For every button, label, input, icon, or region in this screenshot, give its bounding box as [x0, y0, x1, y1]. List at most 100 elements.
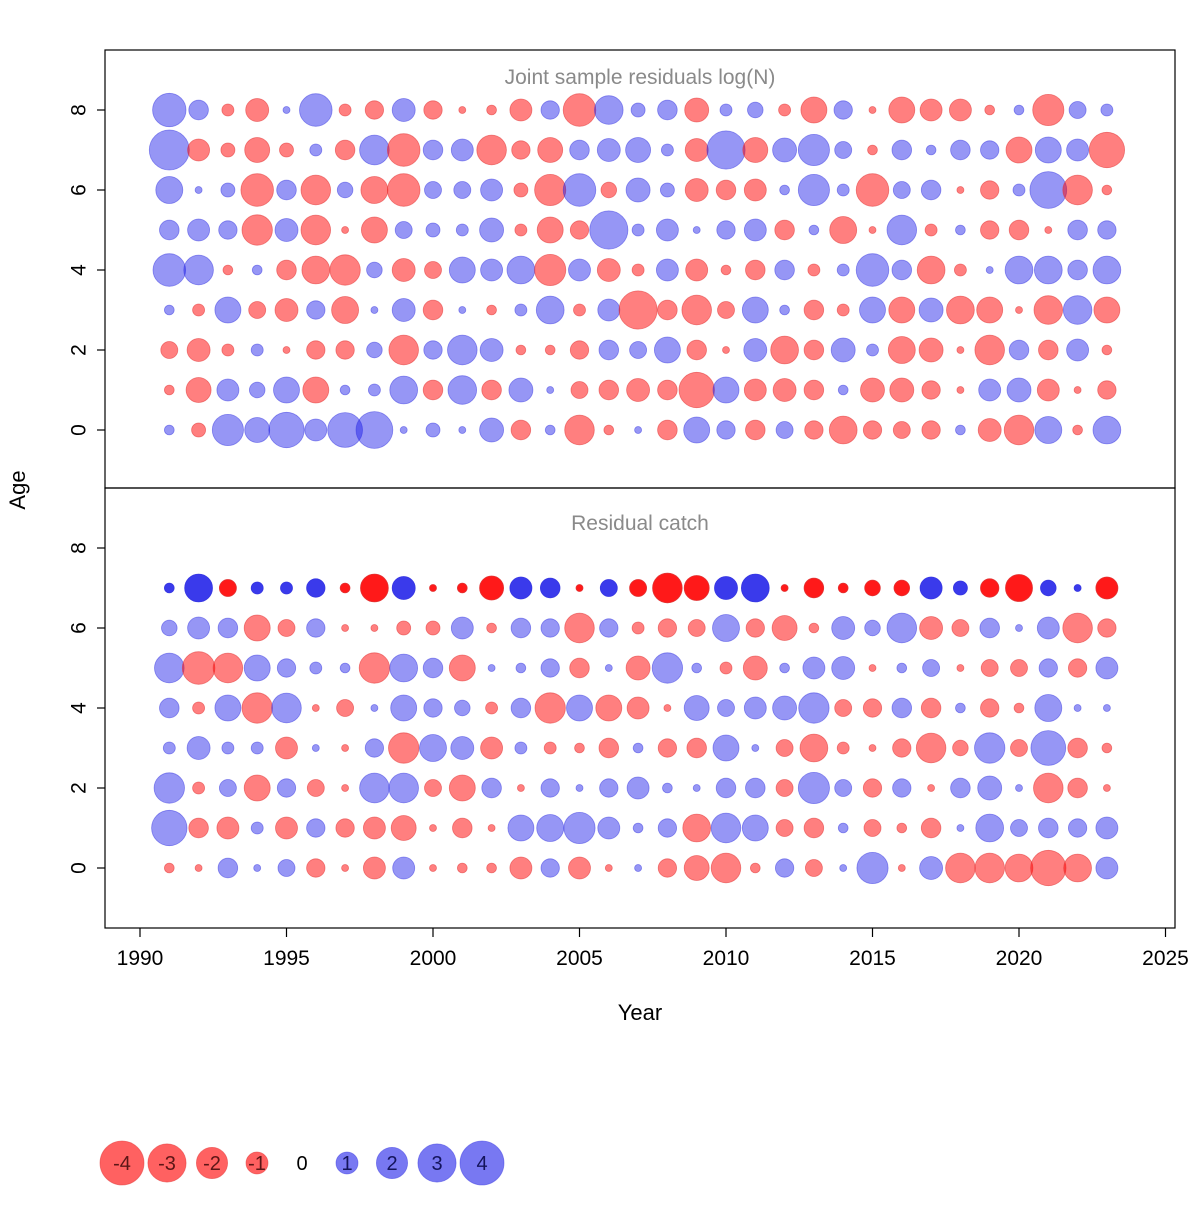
residual-bubble: [212, 652, 244, 684]
residual-bubble: [856, 852, 889, 885]
residual-bubble: [797, 133, 830, 166]
residual-bubble: [360, 573, 389, 603]
residual-bubble: [745, 259, 766, 281]
residual-bubble: [186, 736, 211, 760]
residual-bubble: [511, 140, 531, 160]
residual-bubble: [391, 576, 416, 600]
residual-bubble: [831, 616, 856, 640]
residual-bubble: [920, 817, 942, 839]
residual-bubble: [743, 378, 767, 402]
residual-bubble: [868, 106, 877, 114]
residual-bubble: [355, 411, 394, 449]
residual-bubble: [1103, 704, 1111, 712]
residual-bubble: [774, 219, 795, 241]
residual-bubble: [164, 384, 175, 396]
residual-bubble: [479, 417, 505, 443]
residual-bubble: [540, 658, 560, 678]
residual-bubble: [448, 256, 476, 284]
residual-bubble: [188, 99, 209, 121]
residual-bubble: [626, 696, 650, 720]
residual-bubble: [280, 581, 293, 595]
residual-bubble: [595, 694, 623, 722]
residual-bubble: [301, 255, 331, 285]
residual-bubble: [596, 258, 621, 282]
residual-bubble: [481, 379, 502, 401]
legend-value-label: 3: [431, 1153, 442, 1175]
residual-bubble: [1093, 296, 1121, 324]
residual-bubble: [458, 426, 467, 434]
residual-bubble: [631, 263, 645, 277]
residual-bubble: [1015, 784, 1023, 792]
residual-bubble: [1088, 131, 1126, 169]
residual-bubble: [535, 295, 565, 325]
residual-bubble: [626, 776, 650, 800]
residual-bubble: [720, 264, 732, 276]
residual-bubble: [919, 856, 943, 880]
residual-bubble: [1097, 220, 1117, 240]
residual-bubble: [598, 737, 620, 759]
residual-bubble: [1003, 414, 1035, 446]
residual-bubble: [268, 411, 305, 449]
residual-bubble: [594, 95, 624, 125]
residual-bubble: [955, 224, 966, 236]
residual-bubble: [220, 142, 236, 158]
residual-bubble: [575, 784, 584, 792]
residual-bubble: [186, 338, 211, 362]
residual-bubble: [775, 421, 794, 439]
residual-bubble: [1034, 694, 1063, 722]
residual-bubble: [391, 298, 416, 322]
residual-bubble: [886, 214, 918, 246]
residual-bubble: [866, 343, 879, 357]
residual-bubble: [447, 334, 478, 366]
residual-bubble: [510, 419, 532, 441]
residual-bubble: [566, 694, 593, 722]
residual-bubble: [339, 384, 351, 396]
residual-bubble: [1092, 415, 1122, 445]
residual-bubble: [980, 140, 1000, 160]
residual-bubble: [1004, 255, 1034, 285]
legend-value-label: -2: [203, 1153, 221, 1175]
residual-bubble: [486, 622, 497, 634]
residual-bubble: [276, 179, 297, 201]
residual-bubble: [277, 859, 296, 877]
residual-bubble: [918, 337, 944, 363]
residual-bubble: [808, 224, 820, 236]
residual-bubble: [569, 139, 590, 161]
residual-bubble: [564, 612, 595, 644]
residual-bubble: [741, 814, 769, 842]
residual-bubble: [366, 341, 383, 359]
residual-bubble: [896, 822, 908, 834]
residual-bubble: [568, 258, 591, 282]
residual-bubble: [245, 98, 270, 122]
residual-bubble: [686, 339, 707, 361]
residual-bubble: [487, 664, 496, 672]
residual-bubble: [164, 582, 175, 594]
residual-bubble: [954, 263, 967, 277]
residual-bubble: [1015, 624, 1023, 632]
residual-bubble: [775, 739, 794, 757]
residual-bubble: [339, 582, 351, 594]
residual-bubble: [920, 179, 942, 201]
residual-bubble: [1008, 339, 1030, 361]
residual-bubble: [632, 742, 644, 754]
residual-bubble: [506, 255, 536, 285]
residual-bubble: [306, 779, 325, 797]
residual-bubble: [719, 661, 733, 675]
residual-bubble: [514, 303, 528, 317]
residual-bubble: [745, 618, 765, 638]
residual-bubble: [360, 176, 389, 204]
x-tick-label: 2010: [703, 947, 750, 970]
residual-bubble: [387, 133, 421, 167]
residual-bubble: [479, 217, 505, 243]
residual-bubble: [222, 264, 234, 276]
residual-bubble: [370, 306, 379, 314]
residual-bubble: [424, 261, 442, 279]
residual-bubble: [309, 143, 323, 157]
residual-bubble: [194, 864, 203, 872]
residual-bubble: [1034, 416, 1063, 444]
x-tick-label: 2025: [1142, 947, 1189, 970]
residual-bubble: [568, 856, 591, 880]
residual-bubble: [662, 782, 673, 794]
residual-bubble: [888, 96, 916, 124]
residual-bubble: [429, 584, 437, 592]
